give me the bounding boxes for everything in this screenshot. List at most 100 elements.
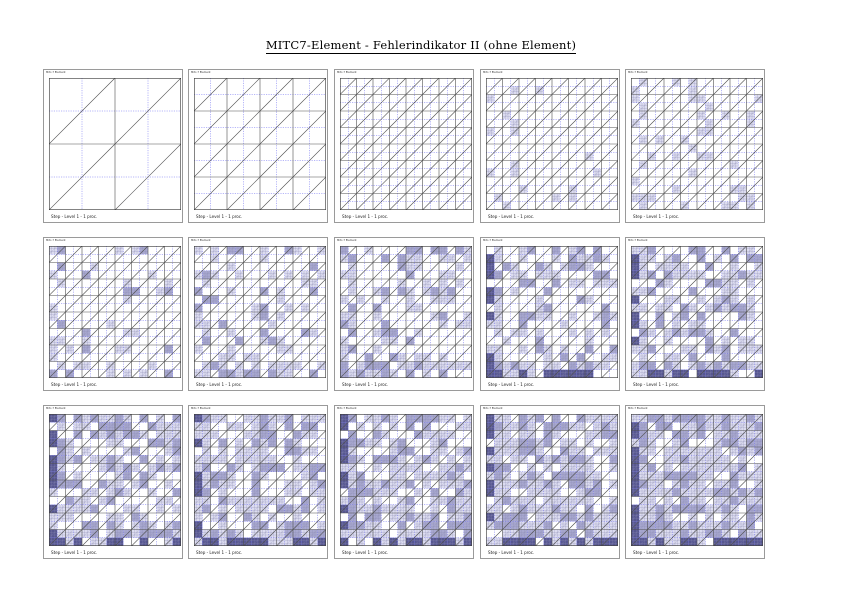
refined-edge [631, 344, 640, 354]
mesh-edge [696, 193, 714, 210]
mesh-edge [601, 311, 618, 329]
mesh-edge [131, 361, 149, 378]
mesh-edge [81, 361, 99, 378]
refined-edge [551, 361, 561, 370]
mesh-edge [210, 295, 228, 313]
refined-edge [251, 303, 261, 313]
refined-edge [746, 193, 755, 202]
mesh-edge [356, 295, 374, 313]
refined-edge [202, 320, 211, 329]
mesh-edge [49, 246, 66, 263]
mesh-edge [309, 328, 326, 346]
mesh-edge [422, 127, 440, 145]
mesh-edge [551, 328, 569, 346]
refined-edge [202, 270, 211, 280]
mesh-edge [729, 127, 747, 145]
mesh-edge [309, 295, 326, 313]
mesh-edge [389, 344, 407, 362]
refined-edge [98, 414, 107, 423]
mesh-edge [372, 176, 390, 194]
mesh-edge [535, 193, 553, 210]
refined-edge [721, 353, 731, 362]
mesh-edge [438, 361, 456, 378]
mesh-edge [486, 193, 503, 210]
mesh-edge [49, 295, 66, 313]
refined-edge [123, 488, 132, 497]
mesh-edge [746, 295, 763, 313]
refined-edge [268, 270, 277, 280]
refined-edge [560, 369, 569, 378]
mesh-edge [713, 262, 731, 280]
refined-edge [502, 110, 511, 120]
mesh-edge [486, 127, 503, 145]
mesh-edge [568, 143, 586, 161]
refined-edge [639, 270, 648, 280]
mesh-edge [631, 246, 648, 263]
mesh-edge [114, 361, 132, 378]
mesh-edge [292, 328, 310, 346]
refined-edge [502, 361, 511, 370]
refined-edge [65, 496, 74, 505]
panel-header: Mitc-7 Element [483, 71, 503, 74]
mesh-edge [65, 344, 83, 362]
refined-edge [73, 422, 83, 431]
mesh-plot [49, 78, 181, 210]
refined-edge [560, 353, 569, 362]
refined-edge [601, 278, 610, 288]
mesh-edge [65, 295, 83, 313]
mesh-panel: Mitc-7 Element Step - Level 1 - 1 proc. [625, 237, 765, 391]
mesh-edge [584, 160, 602, 178]
mesh-edge [568, 278, 586, 296]
mesh-edge [389, 311, 407, 329]
mesh-edge [647, 127, 665, 145]
mesh-edge [535, 110, 553, 128]
refined-edge [576, 353, 586, 362]
refined-edge [65, 529, 74, 538]
mesh-edge [551, 110, 569, 128]
mesh-edge [584, 278, 602, 296]
refined-edge [65, 512, 74, 522]
refined-edge [356, 361, 365, 370]
refined-edge [131, 446, 140, 456]
refined-edge [721, 303, 731, 313]
mesh-edge [696, 311, 714, 329]
mesh-edge [372, 278, 390, 296]
mesh-edge [309, 311, 326, 329]
mesh-edge [405, 344, 423, 362]
refined-edge [535, 295, 544, 304]
mesh-edge [568, 110, 586, 128]
mesh-edge [405, 160, 423, 178]
mesh-edge [663, 78, 681, 95]
mesh-edge [486, 311, 503, 329]
mesh-edge [601, 262, 618, 280]
refined-edge [518, 278, 528, 288]
refined-edge [81, 496, 91, 505]
refined-edge [340, 311, 349, 321]
mesh-edge [680, 193, 698, 210]
mesh-edge [194, 143, 228, 178]
mesh-panel: Mitc-7 Element Step - Level 1 - 1 proc. [43, 237, 183, 391]
refined-edge [705, 102, 714, 112]
mesh-edge [455, 295, 472, 313]
refined-edge [123, 287, 132, 296]
mesh-edge [729, 262, 747, 280]
mesh-edge [502, 176, 520, 194]
mesh-edge [114, 278, 132, 296]
refined-edge [455, 246, 464, 255]
mesh-edge [292, 295, 310, 313]
mesh-edge [259, 78, 294, 112]
mesh-edge [389, 246, 407, 263]
mesh-border [194, 246, 326, 378]
mesh-plot [631, 78, 763, 210]
mesh-edge [647, 143, 665, 161]
mesh-edge [518, 143, 536, 161]
refined-edge [696, 295, 706, 304]
mesh-edge [584, 78, 602, 95]
mesh-edge [340, 246, 357, 263]
mesh-edge [568, 160, 586, 178]
refined-edge [114, 529, 124, 538]
refined-edge [688, 270, 698, 280]
refined-edge [601, 361, 610, 370]
refined-edge [486, 344, 495, 354]
refined-edge [518, 328, 528, 337]
